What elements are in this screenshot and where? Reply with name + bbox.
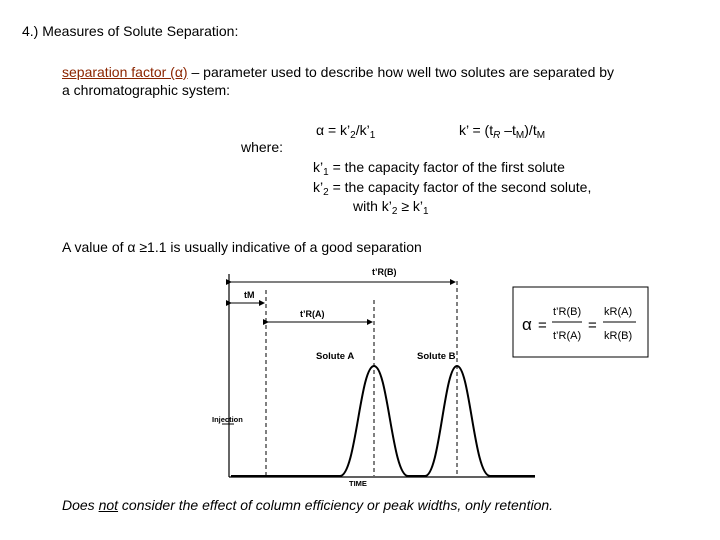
label-time: TIME [349,479,367,488]
label-tm: tM [244,290,255,300]
box-denominator-2: kR(B) [604,330,632,342]
definition-text: – parameter used to describe how well tw… [187,64,615,80]
label-solute-a: Solute A [316,351,354,362]
label-solute-b: Solute B [417,351,456,362]
definition-k1: k’1 = the capacity factor of the first s… [313,159,565,178]
box-equals-1: = [538,317,547,334]
definition-line-1: separation factor (α) – parameter used t… [62,63,614,81]
label-injection: Injection [212,415,243,424]
footer-note: Does not consider the effect of column e… [62,497,554,513]
definition-k2: k’2 = the capacity factor of the second … [313,179,592,198]
definition-line-2: a chromatographic system: [62,82,231,98]
slide-heading: 4.) Measures of Solute Separation: [22,23,239,39]
with-clause: with k’2 ≥ k’1 [353,198,429,217]
footer-emphasis: not [98,497,119,513]
value-statement: A value of α ≥1.1 is usually indicative … [62,239,422,255]
capacity-factor-formula: k’ = (tR –tM)/tM [459,122,546,141]
alpha-formula: α = k’2/k’1 [316,122,376,141]
chromatogram-trace [231,364,535,477]
box-alpha: α [522,315,532,334]
box-numerator-1: t’R(B) [553,306,581,318]
box-equals-2: = [588,317,597,334]
label-trb: t’R(B) [372,267,397,277]
box-denominator-1: t’R(A) [553,330,581,342]
label-tra: t’R(A) [300,309,325,319]
where-label: where: [241,139,284,155]
term-separation-factor: separation factor (α) [62,64,188,80]
box-numerator-2: kR(A) [604,306,632,318]
